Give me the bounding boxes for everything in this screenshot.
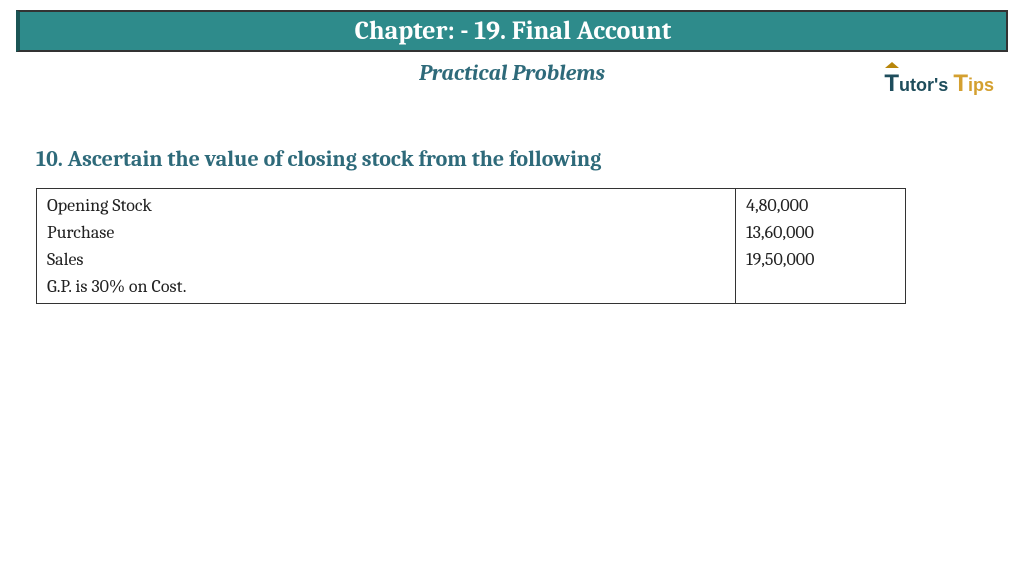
brand-logo: T utor's Tips (884, 70, 994, 98)
problem-data-table: Opening Stock 4,80,000 Purchase 13,60,00… (36, 188, 906, 304)
row-label: Purchase (37, 219, 736, 246)
row-label: G.P. is 30% on Cost. (37, 273, 736, 304)
row-value (736, 273, 906, 304)
row-value: 13,60,000 (736, 219, 906, 246)
row-label: Sales (37, 246, 736, 273)
table-row: Sales 19,50,000 (37, 246, 906, 273)
logo-text-1: utor's (899, 75, 948, 95)
row-value: 19,50,000 (736, 246, 906, 273)
logo-text-2: ips (968, 75, 994, 95)
graduation-cap-icon (885, 62, 899, 68)
table-row: Purchase 13,60,000 (37, 219, 906, 246)
table-row: G.P. is 30% on Cost. (37, 273, 906, 304)
chapter-title: Chapter: - 19. Final Account (20, 16, 1006, 46)
row-label: Opening Stock (37, 189, 736, 220)
logo-cap-2: T (953, 70, 968, 98)
logo-t1: T (884, 70, 899, 97)
logo-cap-1: T (884, 70, 899, 98)
row-value: 4,80,000 (736, 189, 906, 220)
page-subtitle: Practical Problems (0, 60, 1024, 86)
chapter-header: Chapter: - 19. Final Account (16, 10, 1008, 52)
table-row: Opening Stock 4,80,000 (37, 189, 906, 220)
question-heading: 10. Ascertain the value of closing stock… (36, 146, 988, 172)
